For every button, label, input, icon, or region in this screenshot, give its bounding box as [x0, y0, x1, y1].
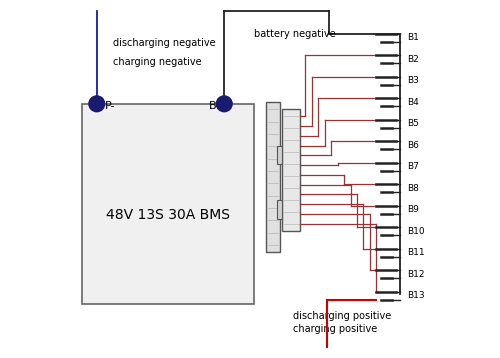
Text: 48V 13S 30A BMS: 48V 13S 30A BMS	[106, 208, 230, 222]
Text: B8: B8	[408, 184, 420, 193]
Text: B13: B13	[408, 291, 425, 300]
Bar	[266, 102, 280, 252]
Circle shape	[89, 96, 104, 112]
Text: B10: B10	[408, 227, 425, 236]
Text: charging negative: charging negative	[113, 57, 202, 67]
Text: battery negative: battery negative	[254, 29, 335, 39]
Text: B11: B11	[408, 248, 425, 257]
Text: B6: B6	[408, 141, 420, 150]
Text: B7: B7	[408, 162, 420, 171]
Text: discharging negative: discharging negative	[113, 38, 216, 48]
Text: B3: B3	[408, 76, 420, 86]
Text: B2: B2	[408, 55, 420, 64]
Text: B9: B9	[408, 205, 420, 214]
Bar	[82, 104, 254, 304]
Circle shape	[216, 96, 232, 112]
Bar	[277, 146, 282, 164]
Text: B12: B12	[408, 270, 425, 279]
Bar	[282, 109, 300, 231]
Text: charging positive: charging positive	[293, 324, 377, 334]
Text: B5: B5	[408, 119, 420, 129]
Text: B-: B-	[209, 101, 220, 111]
Text: P-: P-	[105, 101, 116, 111]
Bar	[277, 200, 282, 219]
Text: B1: B1	[408, 33, 420, 43]
Text: B4: B4	[408, 98, 420, 107]
Text: discharging positive: discharging positive	[293, 311, 391, 321]
